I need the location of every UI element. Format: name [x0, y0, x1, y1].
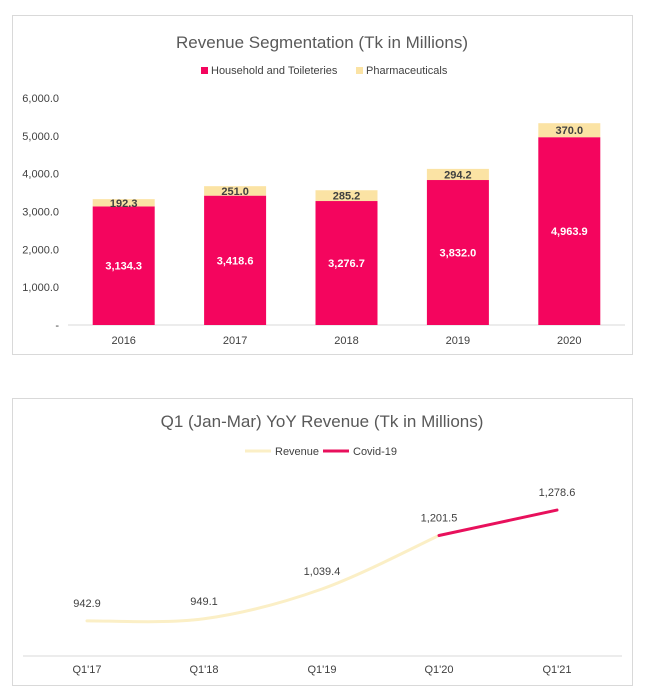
x-tick-label: Q1'17	[72, 664, 101, 676]
point-label: 1,201.5	[421, 513, 458, 525]
data-label: 192.3	[110, 198, 138, 210]
y-tick-label: 5,000.0	[22, 131, 59, 143]
data-label: 3,134.3	[105, 261, 142, 273]
data-label: 294.2	[444, 169, 472, 181]
y-tick-label: -	[55, 320, 59, 332]
bar-pharma-2019	[426, 168, 489, 181]
x-tick-label: 2018	[334, 335, 358, 347]
x-tick-label: 2017	[223, 335, 247, 347]
chart-title: Revenue Segmentation (Tk in Millions)	[176, 33, 468, 52]
bar-pharma-2016	[92, 199, 155, 207]
legend-swatch-1	[356, 67, 363, 74]
bar-household-2019	[426, 180, 489, 325]
bar-household-2016	[92, 206, 155, 325]
y-tick-label: 6,000.0	[22, 93, 59, 105]
data-label: 4,963.9	[551, 226, 588, 238]
legend-label-0: Household and Toileteries	[211, 65, 338, 77]
point-label: 942.9	[73, 598, 101, 610]
y-tick-label: 2,000.0	[22, 244, 59, 256]
data-label: 3,276.7	[328, 258, 365, 270]
x-tick-label: Q1'20	[424, 664, 453, 676]
bar-household-2018	[315, 201, 378, 325]
data-label: 285.2	[333, 191, 361, 203]
point-label: 949.1	[190, 596, 218, 608]
legend-swatch-0	[201, 67, 208, 74]
revenue-segmentation-chart-panel: Revenue Segmentation (Tk in Millions) Hou…	[12, 15, 633, 355]
data-label: 251.0	[221, 186, 249, 198]
bar-pharma-2017	[204, 186, 267, 196]
bar-pharma-2018	[315, 190, 378, 202]
revenue-line	[85, 534, 441, 624]
y-tick-label: 4,000.0	[22, 169, 59, 181]
y-tick-label: 1,000.0	[22, 282, 59, 294]
x-tick-label: 2020	[557, 335, 581, 347]
legend-label-0: Revenue	[275, 446, 319, 458]
bar-household-2017	[204, 195, 267, 325]
y-tick-label: 3,000.0	[22, 207, 59, 219]
legend-label-1: Pharmaceuticals	[366, 65, 448, 77]
x-tick-label: Q1'21	[542, 664, 571, 676]
covid-19-line	[437, 508, 559, 538]
data-label: 3,832.0	[440, 248, 477, 260]
point-label: 1,278.6	[539, 487, 576, 499]
legend-label-1: Covid-19	[353, 446, 397, 458]
bar-pharma-2020	[538, 123, 601, 138]
x-tick-label: 2016	[111, 335, 135, 347]
data-label: 3,418.6	[217, 255, 254, 267]
revenue-segmentation-chart: Revenue Segmentation (Tk in Millions) Hou…	[22, 33, 625, 347]
chart-title: Q1 (Jan-Mar) YoY Revenue (Tk in Millions…	[161, 412, 484, 431]
x-tick-label: Q1'18	[189, 664, 218, 676]
point-label: 1,039.4	[304, 566, 341, 578]
x-tick-label: 2019	[446, 335, 470, 347]
bar-household-2020	[538, 137, 601, 325]
q1-yoy-revenue-chart: Q1 (Jan-Mar) YoY Revenue (Tk in Millions…	[23, 412, 622, 676]
data-label: 370.0	[556, 125, 584, 137]
q1-yoy-revenue-chart-panel: Q1 (Jan-Mar) YoY Revenue (Tk in Millions…	[12, 398, 633, 686]
x-tick-label: Q1'19	[307, 664, 336, 676]
